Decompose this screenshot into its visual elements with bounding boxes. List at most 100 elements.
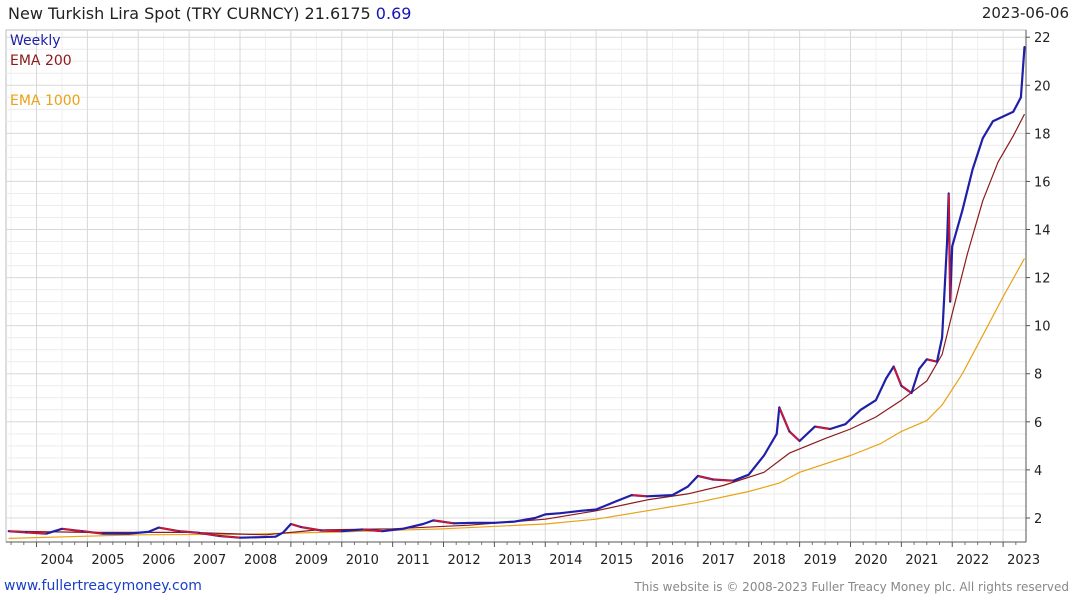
price-down-segment (26, 531, 47, 535)
price-point (992, 120, 994, 123)
chart-title-text: New Turkish Lira Spot (TRY CURNCY) 21.61… (8, 4, 371, 23)
y-tick-label: 8 (1034, 368, 1042, 383)
site-link[interactable]: www.fullertreacymoney.com (4, 578, 202, 594)
price-point (432, 519, 435, 522)
price-down-segment (158, 526, 180, 532)
price-point (646, 495, 648, 498)
price-point (798, 440, 801, 442)
legend-ema-200: EMA 200 (10, 53, 72, 69)
price-point (157, 526, 160, 529)
x-tick-label: 2017 (702, 553, 735, 568)
y-tick-label: 2 (1034, 512, 1042, 527)
price-down-segment (300, 526, 322, 532)
x-tick-label: 2013 (498, 553, 531, 568)
y-tick-label: 22 (1034, 31, 1051, 46)
price-point (696, 474, 699, 477)
price-point (630, 494, 633, 497)
price-point (61, 527, 63, 530)
price-point (900, 384, 903, 387)
price-point (289, 523, 292, 525)
x-tick-label: 2012 (448, 553, 481, 568)
price-point (615, 500, 618, 503)
x-tick-label: 2022 (956, 553, 989, 568)
price-point (732, 479, 735, 482)
x-tick-label: 2011 (397, 553, 430, 568)
x-tick-label: 2006 (142, 553, 175, 568)
price-down-segment (631, 494, 648, 498)
x-tick-label: 2015 (600, 553, 633, 568)
x-tick-label: 2020 (854, 553, 887, 568)
price-point (559, 512, 562, 515)
price-point (127, 532, 129, 535)
price-point (788, 430, 791, 433)
price-down-segment (290, 523, 302, 528)
price-point (25, 531, 28, 534)
series-line-weekly (8, 46, 1026, 539)
price-point (340, 530, 343, 533)
price-down-segment (697, 475, 714, 481)
price-down-segment (82, 530, 103, 535)
price-point (534, 517, 536, 519)
price-point (101, 532, 104, 535)
legend-weekly: Weekly (10, 33, 61, 49)
price-point (452, 522, 455, 525)
price-point (971, 168, 974, 171)
price-point (147, 531, 150, 533)
price-point (493, 521, 496, 524)
price-point (178, 530, 180, 533)
price-point (1002, 115, 1005, 118)
legend-ema-1000: EMA 1000 (10, 93, 81, 109)
price-point (949, 300, 952, 303)
price-point (513, 520, 516, 523)
grid (5, 29, 1027, 543)
price-down-segment (892, 366, 903, 387)
price-point (918, 368, 921, 370)
y-tick-label: 16 (1034, 175, 1051, 190)
price-point (320, 529, 323, 532)
price-down-segment (433, 519, 454, 525)
price-point (813, 425, 816, 428)
price-point (671, 494, 674, 497)
y-tick-label: 12 (1034, 272, 1051, 287)
price-point (1012, 110, 1015, 113)
price-point (981, 137, 984, 140)
price-point (198, 531, 201, 534)
price-point (381, 530, 384, 533)
price-point (892, 365, 895, 368)
x-tick-label: 2019 (804, 553, 837, 568)
price-point (1020, 96, 1022, 99)
price-point (422, 523, 425, 525)
price-point (859, 408, 862, 411)
price-point (946, 240, 949, 243)
price-point (274, 535, 277, 538)
price-down-segment (8, 530, 27, 534)
price-point (885, 377, 887, 380)
price-point (686, 485, 689, 488)
x-tick-label: 2023 (1007, 553, 1040, 568)
plot-frame (5, 29, 1027, 543)
price-down-segment (814, 425, 831, 430)
x-tick-label: 2021 (905, 553, 938, 568)
price-point (7, 530, 10, 533)
price-down-segment (947, 193, 951, 302)
price-point (947, 192, 950, 195)
x-tick-label: 2007 (193, 553, 226, 568)
price-down-segment (788, 430, 801, 442)
y-tick-label: 6 (1034, 416, 1042, 431)
price-change: 0.69 (375, 4, 412, 23)
price-down-segment (778, 407, 791, 432)
price-down-segment (219, 535, 241, 539)
x-tick-label: 2004 (41, 553, 74, 568)
price-point (941, 336, 943, 339)
copyright-notice: This website is © 2008-2023 Fuller Treac… (634, 580, 1069, 594)
y-tick-label: 10 (1034, 320, 1051, 335)
chart-date: 2023-06-06 (981, 4, 1069, 22)
price-point (775, 432, 778, 435)
x-tick-label: 2018 (753, 553, 786, 568)
price-point (282, 531, 285, 534)
price-point (925, 358, 928, 361)
x-tick-label: 2009 (295, 553, 328, 568)
price-point (239, 536, 241, 539)
